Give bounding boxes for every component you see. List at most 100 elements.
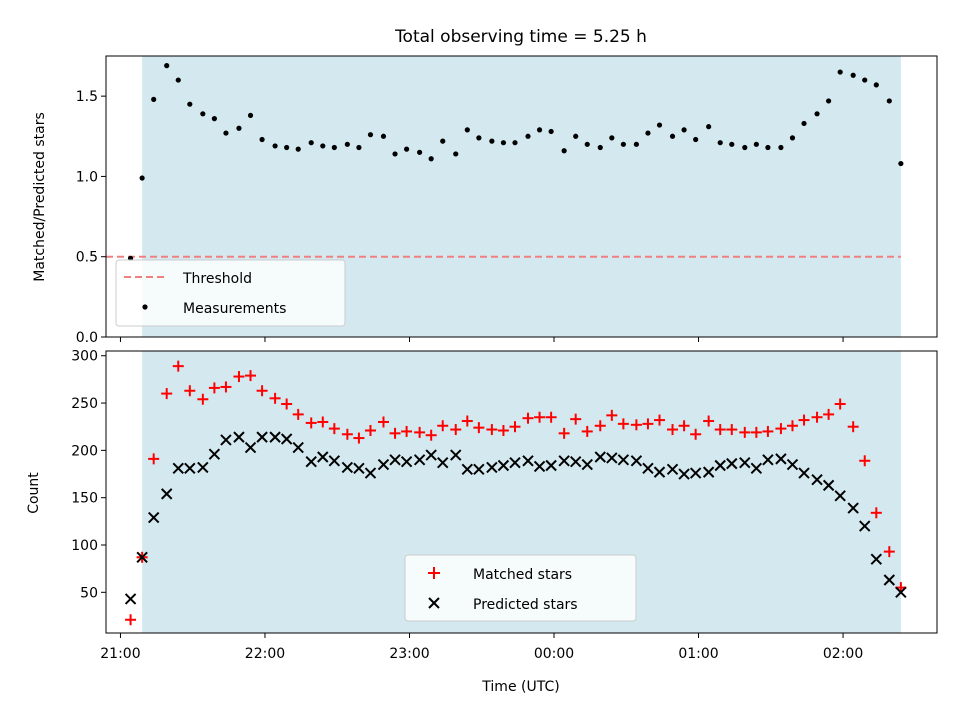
- measurement-point: [573, 133, 579, 139]
- predicted-star-point: [377, 458, 390, 471]
- measurement-point: [164, 63, 170, 69]
- measurement-point: [717, 140, 723, 146]
- predicted-star-point: [425, 449, 437, 461]
- matched-star-point: [883, 546, 895, 558]
- predicted-star-point: [689, 467, 702, 479]
- matched-star-point: [581, 425, 593, 437]
- matched-star-point: [739, 426, 751, 438]
- predicted-stars-series: [124, 431, 907, 605]
- predicted-star-point: [486, 461, 498, 474]
- measurement-point: [801, 120, 807, 127]
- measurement-point: [295, 146, 301, 152]
- top-y-axis-label: Matched/Predicted stars: [32, 112, 48, 282]
- predicted-star-point: [545, 459, 557, 472]
- matched-star-point: [606, 409, 618, 421]
- y-tick-label: 0.5: [76, 250, 98, 266]
- predicted-star-point: [594, 451, 606, 463]
- measurement-point: [645, 130, 651, 136]
- matched-star-point: [690, 428, 702, 440]
- y-tick-label: 1.5: [76, 89, 98, 105]
- predicted-star-point: [317, 451, 329, 463]
- measurement-point: [356, 144, 362, 151]
- predicted-star-point: [208, 448, 221, 460]
- measurement-point: [428, 156, 434, 162]
- matched-star-point: [148, 453, 160, 465]
- y-tick-label: 250: [71, 396, 98, 412]
- predicted-star-point: [775, 453, 787, 465]
- measurement-point: [525, 133, 531, 139]
- y-tick-label: 200: [71, 443, 98, 459]
- predicted-star-point: [244, 441, 257, 454]
- predicted-star-point: [269, 431, 281, 443]
- predicted-star-point: [750, 462, 763, 475]
- measurement-point: [284, 144, 290, 151]
- matched-star-point: [642, 418, 654, 430]
- matched-star-point: [667, 424, 679, 436]
- matched-star-point: [292, 408, 304, 420]
- measurement-point: [729, 141, 735, 147]
- measurements-legend-label: Measurements: [183, 301, 286, 317]
- matched-star-point: [269, 392, 281, 404]
- y-tick-label: 100: [71, 538, 98, 554]
- predicted-star-point: [160, 488, 173, 500]
- measurement-point: [609, 135, 615, 141]
- matched-star-point: [473, 422, 485, 434]
- measurement-point: [404, 146, 410, 152]
- matched-stars-series: [125, 360, 907, 626]
- matched-stars-legend-label: Matched stars: [473, 567, 572, 583]
- top-axes-frame: [105, 55, 938, 338]
- predicted-star-point: [726, 457, 738, 470]
- matched-star-point: [594, 420, 606, 432]
- predicted-star-point: [389, 454, 401, 466]
- measurement-point: [826, 98, 832, 104]
- measurement-point: [693, 136, 699, 143]
- predicted-star-point: [642, 462, 654, 475]
- predicted-star-point: [895, 586, 907, 599]
- matched-star-point: [786, 420, 798, 432]
- predicted-star-point: [364, 467, 377, 479]
- predicted-star-point: [473, 463, 485, 475]
- bottom-y-axis: 50 100 150 200 250 300: [71, 349, 106, 601]
- predicted-star-point: [413, 454, 426, 466]
- x-tick-label: 23:00: [389, 646, 429, 662]
- matched-star-point: [245, 370, 257, 382]
- measurements-series: [127, 63, 904, 261]
- measurement-point: [344, 141, 350, 147]
- matched-star-point: [328, 423, 340, 435]
- predicted-star-point: [497, 459, 510, 472]
- predicted-star-point: [220, 434, 232, 446]
- predicted-star-point: [798, 467, 810, 479]
- y-tick-label: 1.0: [76, 169, 98, 185]
- matched-star-point: [859, 455, 871, 467]
- bottom-x-axis: 21:00 22:00 23:00 00:00 01:00 02:00: [100, 633, 863, 662]
- matched-star-point: [762, 425, 774, 437]
- measurement-point: [597, 144, 603, 151]
- measurement-point: [862, 77, 868, 83]
- matched-star-point: [714, 424, 726, 436]
- matched-star-point: [750, 426, 762, 438]
- measurement-point: [669, 133, 676, 139]
- matched-star-point: [401, 425, 413, 437]
- predicted-star-point: [739, 456, 751, 469]
- measurement-point: [308, 140, 314, 146]
- matched-star-point: [534, 411, 546, 423]
- measurement-point: [417, 149, 423, 155]
- matched-star-point: [341, 428, 353, 440]
- measurement-point: [778, 144, 784, 151]
- measurement-point: [380, 133, 387, 139]
- matched-star-point: [208, 382, 220, 394]
- y-tick-label: 50: [80, 585, 98, 601]
- measurement-point: [681, 127, 687, 133]
- matched-star-point: [364, 424, 376, 436]
- matched-star-point: [197, 393, 209, 405]
- matched-star-point: [726, 424, 738, 436]
- matched-star-point: [125, 614, 137, 626]
- bottom-legend: Matched stars Predicted stars: [404, 554, 637, 622]
- matched-star-point: [450, 424, 462, 436]
- measurement-point: [236, 125, 242, 131]
- measurement-point: [873, 82, 879, 88]
- measurement-point: [765, 144, 771, 151]
- measurement-point: [814, 111, 820, 117]
- y-tick-label: 150: [71, 491, 98, 507]
- measurement-point: [211, 116, 217, 122]
